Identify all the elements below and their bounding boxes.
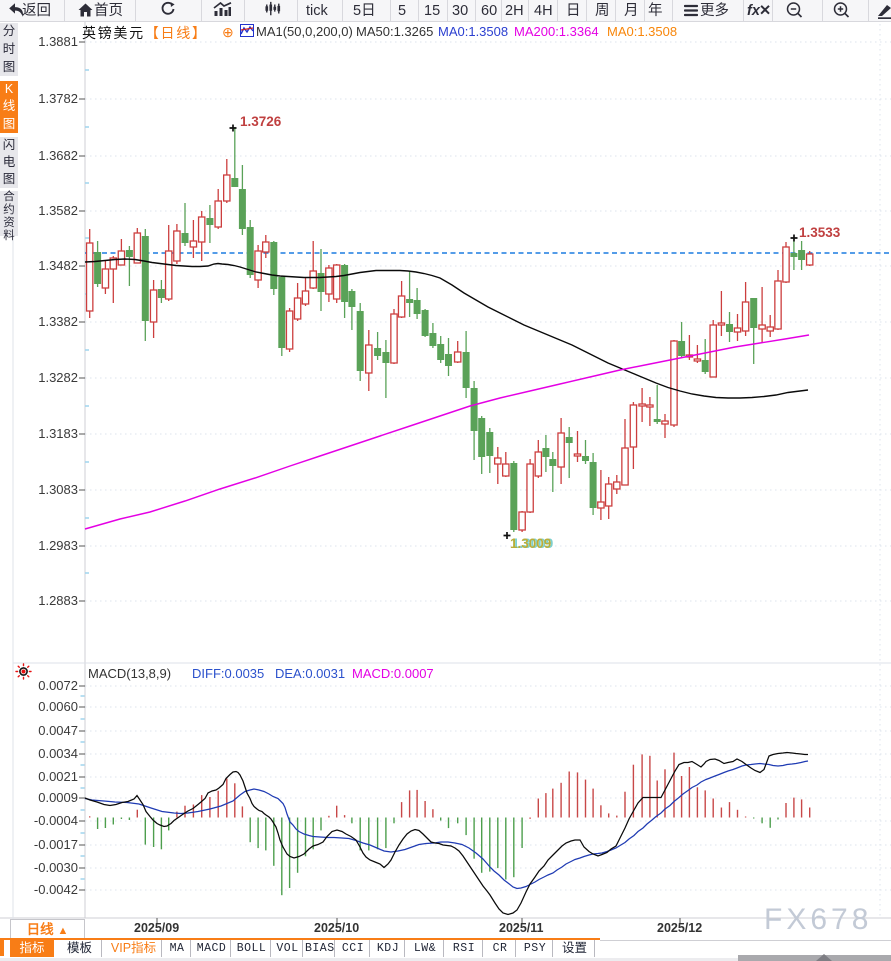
svg-text:1.3726: 1.3726 — [240, 114, 282, 129]
svg-text:1.2883: 1.2883 — [38, 593, 78, 608]
svg-text:1.3183: 1.3183 — [38, 426, 78, 441]
svg-text:1.3881: 1.3881 — [38, 34, 78, 49]
svg-text:0.0034: 0.0034 — [38, 746, 78, 761]
svg-text:1.3083: 1.3083 — [38, 482, 78, 497]
svg-text:1.3533: 1.3533 — [799, 225, 841, 240]
svg-text:-0.0030: -0.0030 — [34, 860, 78, 875]
svg-text:1.2983: 1.2983 — [38, 538, 78, 553]
svg-text:-0.0004: -0.0004 — [34, 813, 78, 828]
svg-text:1.3382: 1.3382 — [38, 314, 78, 329]
svg-text:1.3482: 1.3482 — [38, 258, 78, 273]
svg-text:1.3282: 1.3282 — [38, 370, 78, 385]
svg-text:1.3009: 1.3009 — [510, 536, 551, 551]
svg-text:1.3682: 1.3682 — [38, 148, 78, 163]
svg-text:-0.0042: -0.0042 — [34, 882, 78, 897]
svg-text:0.0047: 0.0047 — [38, 723, 78, 738]
svg-text:1.3582: 1.3582 — [38, 203, 78, 218]
svg-text:0.0021: 0.0021 — [38, 769, 78, 784]
svg-text:-0.0017: -0.0017 — [34, 837, 78, 852]
svg-text:0.0060: 0.0060 — [38, 699, 78, 714]
svg-text:1.3782: 1.3782 — [38, 91, 78, 106]
svg-text:0.0072: 0.0072 — [38, 678, 78, 693]
svg-text:0.0009: 0.0009 — [38, 790, 78, 805]
